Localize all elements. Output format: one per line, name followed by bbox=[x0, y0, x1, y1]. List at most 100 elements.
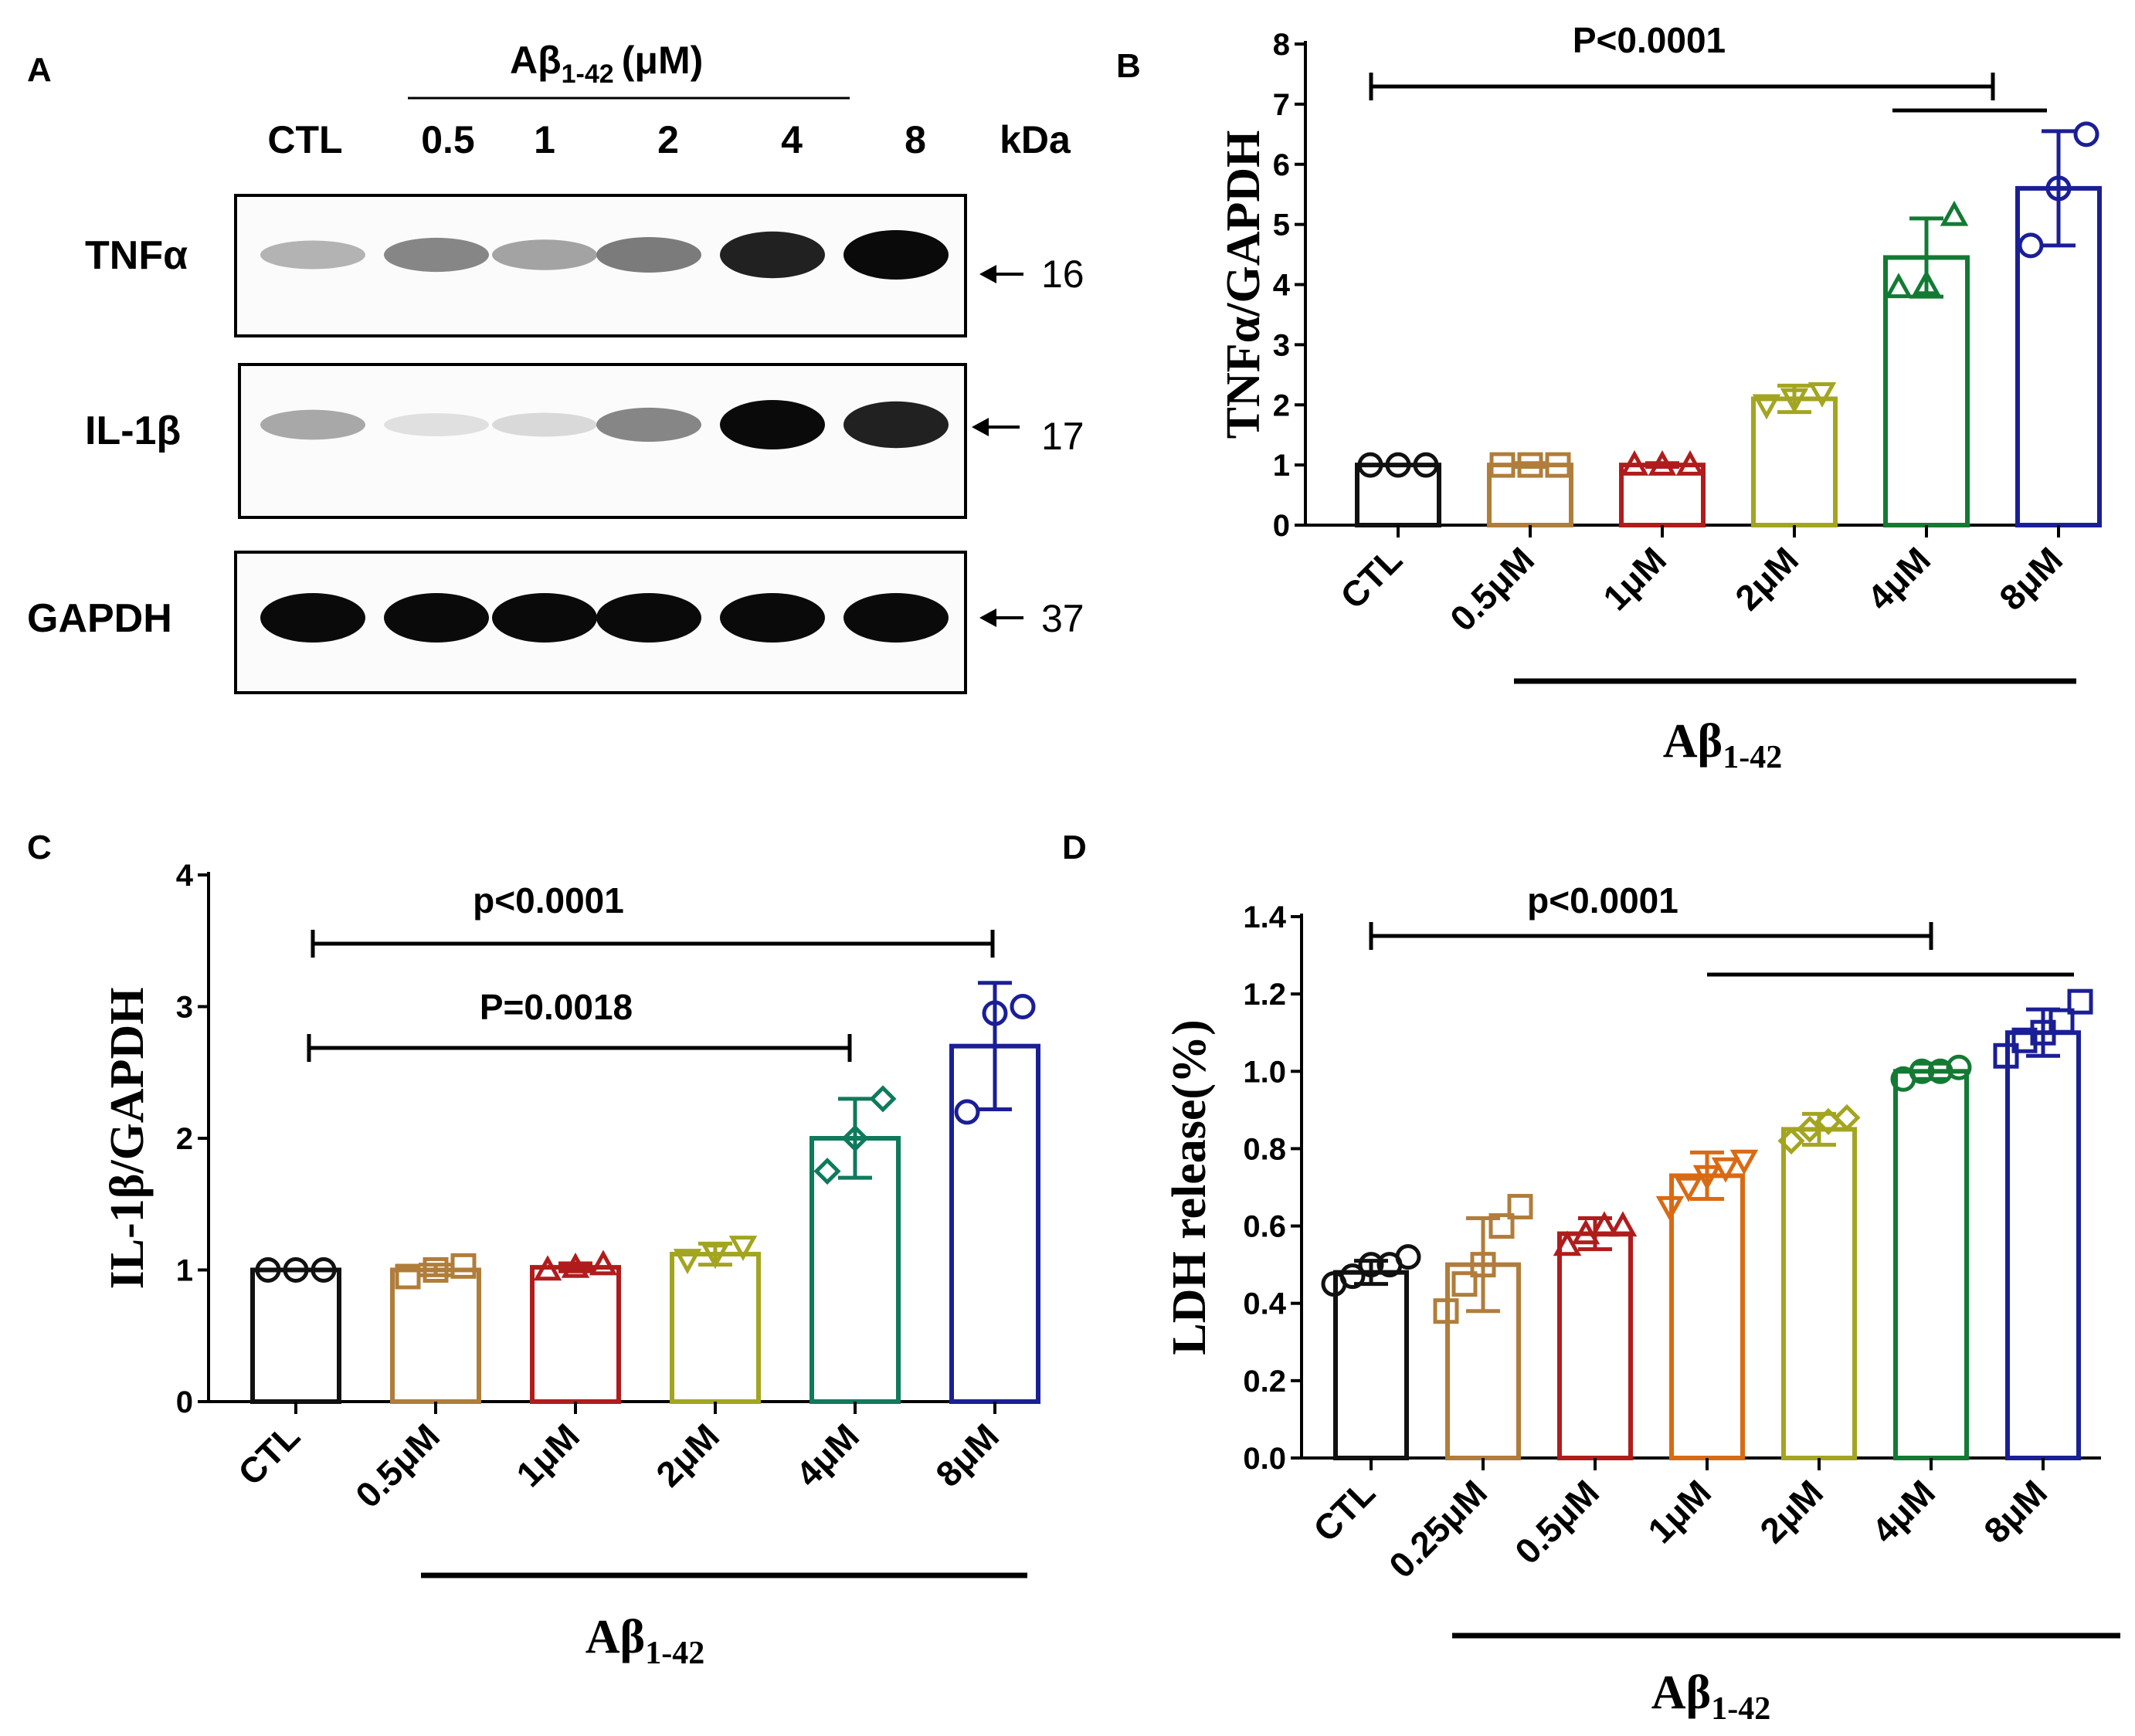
blot-band bbox=[492, 412, 597, 437]
data-point bbox=[1357, 452, 1383, 478]
data-point bbox=[1927, 1058, 1953, 1084]
group-label: Aβ1-42 bbox=[1663, 715, 1782, 775]
y-axis-title: IL-1β/GAPDH bbox=[101, 988, 154, 1290]
data-point bbox=[255, 1257, 281, 1283]
bar bbox=[1781, 1127, 1857, 1460]
arrow-left-icon bbox=[979, 265, 996, 283]
y-tick-label: 1.0 bbox=[1243, 1055, 1286, 1089]
blot-band bbox=[384, 413, 489, 436]
y-tick-label: 5 bbox=[1273, 209, 1290, 242]
x-tick-label: 8μM bbox=[1991, 539, 2070, 618]
data-point bbox=[701, 1243, 730, 1270]
data-point bbox=[1807, 381, 1837, 408]
y-tick-label: 6 bbox=[1273, 148, 1290, 182]
blot-band bbox=[260, 593, 365, 643]
data-point bbox=[1608, 1211, 1638, 1237]
y-tick-label: 0.2 bbox=[1243, 1365, 1286, 1399]
x-tick-label: 2μM bbox=[1727, 539, 1806, 618]
blot-band bbox=[720, 400, 825, 449]
data-point bbox=[533, 1255, 562, 1281]
y-tick-label: 0 bbox=[176, 1385, 193, 1419]
blot-bands bbox=[260, 230, 949, 643]
kda-label: kDa bbox=[1000, 118, 1071, 161]
panel-d: D 0.0 0.2 0.4 0.6 0.8 1.0 1.2 1.4 LDH release(%)… bbox=[1062, 829, 2120, 1727]
p-value-label: P=0.0018 bbox=[480, 987, 633, 1027]
blot-band bbox=[492, 239, 597, 270]
lane-label-ctl: CTL bbox=[267, 118, 342, 161]
data-point bbox=[728, 1236, 758, 1261]
bar bbox=[390, 1267, 481, 1404]
data-point bbox=[561, 1252, 590, 1278]
data-point bbox=[1590, 1211, 1619, 1237]
p-value-label: P<0.0001 bbox=[1573, 20, 1726, 60]
kda-marker-17: 17 bbox=[972, 415, 1084, 458]
blot-box-tnfa bbox=[234, 194, 967, 337]
y-tick-label: 3 bbox=[176, 991, 193, 1025]
panel-d-letter: D bbox=[1062, 829, 1087, 866]
data-point bbox=[1655, 1195, 1685, 1222]
panel-b: B 0 1 2 3 4 5 6 7 8 TNFα/GAPDH CTL 0.5μM 1μM 2μM 4μM 8μ… bbox=[1116, 20, 2102, 775]
data-point bbox=[1517, 452, 1543, 478]
x-tick-label: 1μM bbox=[1595, 539, 1674, 618]
blot-band bbox=[843, 230, 949, 280]
data-point bbox=[283, 1257, 309, 1283]
panel-c: C 0 1 2 3 4 IL-1β/GAPDH CTL 0.5μM 1μM 2μM 4μM 8μM Aβ… bbox=[27, 829, 1040, 1671]
svg-text:37: 37 bbox=[1041, 597, 1084, 640]
x-tick-label: 4μM bbox=[1864, 1472, 1943, 1551]
data-point bbox=[1488, 1213, 1515, 1239]
data-point bbox=[673, 1249, 702, 1275]
y-tick-label: 4 bbox=[176, 859, 194, 893]
data-point bbox=[395, 1263, 421, 1290]
x-tick-label: 0.5μM bbox=[1507, 1472, 1607, 1572]
p-value-label: p<0.0001 bbox=[1527, 880, 1678, 921]
bar bbox=[1669, 1173, 1745, 1460]
data-point bbox=[1571, 1219, 1600, 1245]
x-tick-label: 2μM bbox=[1752, 1472, 1831, 1551]
data-point bbox=[1692, 1165, 1722, 1191]
blot-band bbox=[720, 231, 825, 279]
data-point bbox=[1470, 1252, 1496, 1278]
data-point bbox=[1433, 1298, 1459, 1324]
data-point bbox=[1796, 1115, 1824, 1143]
data-point bbox=[1358, 1252, 1384, 1278]
blot-label-il1b: IL-1β bbox=[85, 409, 181, 453]
blot-band bbox=[384, 237, 489, 273]
blot-band bbox=[843, 401, 949, 449]
x-tick-label: CTL bbox=[1332, 539, 1410, 616]
y-axis-title: LDH release(%) bbox=[1163, 1019, 1216, 1355]
data-point bbox=[1674, 1176, 1703, 1202]
data-point bbox=[450, 1253, 477, 1279]
data-point bbox=[2048, 1008, 2075, 1034]
blot-band bbox=[260, 409, 365, 440]
blot-label-gapdh: GAPDH bbox=[27, 596, 172, 641]
data-point bbox=[1833, 1104, 1861, 1131]
data-point bbox=[1940, 200, 1969, 226]
data-point bbox=[954, 1099, 980, 1125]
x-tick-label: 1μM bbox=[1640, 1472, 1719, 1551]
data-point bbox=[813, 1158, 841, 1185]
panel-c-letter: C bbox=[27, 829, 52, 866]
data-point bbox=[1413, 452, 1439, 478]
blot-band bbox=[720, 593, 825, 643]
svg-text:17: 17 bbox=[1041, 415, 1084, 458]
y-tick-label: 0.0 bbox=[1243, 1442, 1286, 1476]
data-point bbox=[1545, 452, 1571, 478]
y-tick-label: 0.6 bbox=[1243, 1210, 1286, 1244]
group-label: Aβ1-42 bbox=[1651, 1666, 1770, 1727]
bar bbox=[250, 1267, 341, 1404]
y-tick-label: 3 bbox=[1273, 328, 1290, 362]
p-value-label: p<0.0001 bbox=[473, 880, 624, 921]
bar bbox=[670, 1252, 761, 1405]
data-point bbox=[841, 1124, 869, 1152]
y-tick-label: 0.4 bbox=[1243, 1287, 1286, 1321]
x-tick-label: 4μM bbox=[788, 1416, 867, 1494]
data-point bbox=[1912, 270, 1941, 296]
blot-band bbox=[843, 593, 949, 643]
blot-band bbox=[384, 593, 489, 643]
arrow-left-icon bbox=[972, 418, 989, 436]
y-tick-label: 0.8 bbox=[1243, 1132, 1286, 1166]
x-tick-label: 2μM bbox=[648, 1416, 727, 1494]
data-point bbox=[1780, 388, 1809, 414]
data-point bbox=[1620, 449, 1649, 476]
